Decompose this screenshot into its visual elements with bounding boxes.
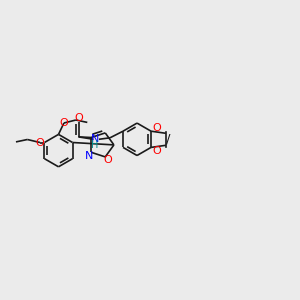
Text: N: N (91, 134, 99, 144)
Text: O: O (59, 118, 68, 128)
Text: H: H (91, 140, 99, 150)
Text: O: O (152, 146, 161, 156)
Text: O: O (74, 113, 83, 123)
Text: N: N (85, 151, 93, 161)
Text: O: O (152, 123, 161, 133)
Text: O: O (104, 155, 112, 165)
Text: /: / (166, 133, 170, 146)
Text: O: O (36, 137, 44, 148)
